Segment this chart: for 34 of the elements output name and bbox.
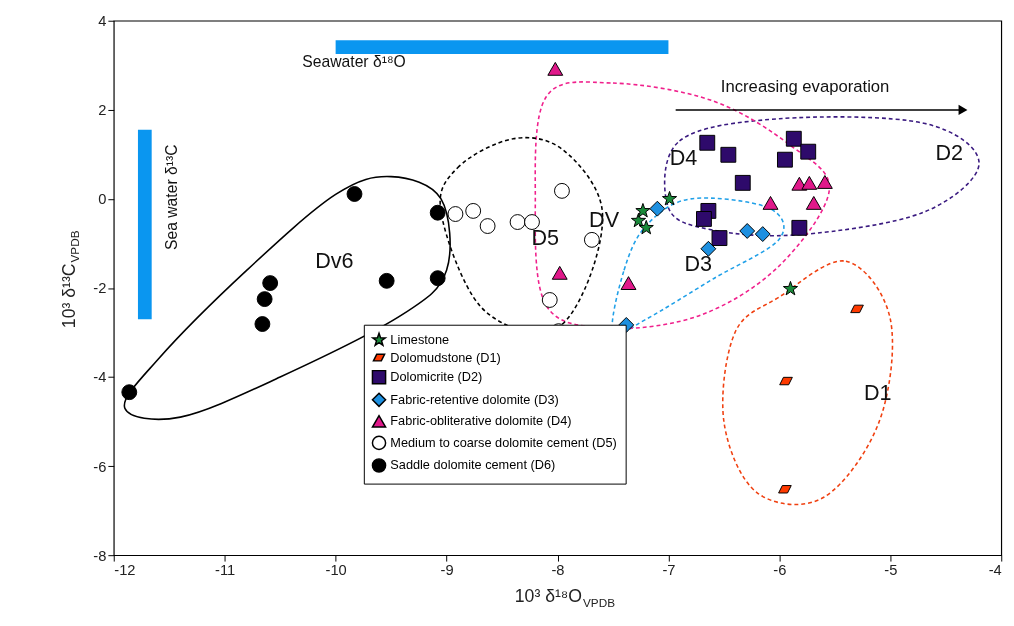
y-tick-label: -2 [93,280,107,297]
x-tick-label: -8 [551,562,565,579]
x-tick-label: -6 [773,562,787,579]
y-tick-label: 2 [98,102,107,119]
legend-label: Limestone [390,331,450,347]
y-tick-label: -8 [93,547,107,564]
annotation: Increasing evaporation [720,77,890,97]
annotation: DV [589,206,620,232]
x-tick-label: -10 [325,562,347,579]
x-tick-label: -12 [114,562,136,579]
annotation: D4 [669,144,698,170]
legend-label: Fabric-obliterative dolomite (D4) [390,413,572,429]
x-tick-label: -5 [884,562,898,579]
legend-label: Fabric-retentive dolomite (D3) [390,391,559,407]
annotation: D5 [531,225,560,251]
x-tick-label: -7 [662,562,676,579]
annotation: Dv6 [315,247,354,273]
annotation: D2 [935,139,964,165]
y-tick-label: 4 [98,13,107,30]
legend-label: Dolomicrite (D2) [390,369,483,385]
x-tick-label: -11 [215,562,236,579]
annotation: Seawater δ¹⁸O [302,52,406,70]
y-tick-label: -6 [93,458,107,475]
y-tick-label: 0 [98,191,107,208]
legend-label: Medium to coarse dolomite cement (D5) [390,434,617,450]
y-axis-title: 10³ δ¹³CVPDB [58,230,82,329]
legend-label: Saddle dolomite cement (D6) [390,457,556,473]
legend-label: Dolomudstone (D1) [390,349,501,365]
x-tick-label: -9 [440,562,454,579]
y-tick-label: -4 [93,369,107,386]
annotation: D1 [863,380,892,406]
annotation: Sea water δ¹³C [163,144,181,250]
annotation: D3 [684,250,713,276]
x-tick-label: -4 [988,562,1002,579]
